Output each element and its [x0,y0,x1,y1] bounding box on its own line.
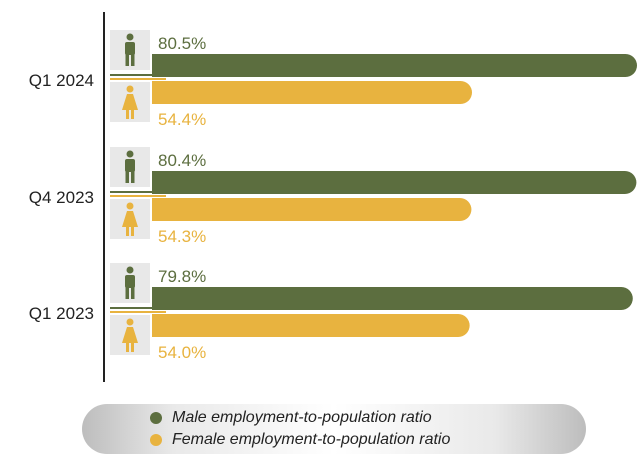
category-label: Q4 2023 [29,188,94,207]
female-icon-right-leg [131,227,134,236]
male-icon-head [126,33,134,41]
female-bar [152,314,470,337]
male-person-icon [110,147,150,187]
male-icon-torso [125,42,135,55]
female-value-label: 54.4% [158,110,206,129]
female-icon-head [126,85,134,93]
male-bar [152,287,633,310]
male-icon-left-leg [125,54,129,66]
male-person-icon [110,30,150,70]
male-icon-head [126,150,134,158]
female-icon-right-leg [131,343,134,352]
male-value-label: 80.5% [158,34,206,53]
female-person-icon [110,82,150,122]
female-icon-dress [122,211,138,227]
legend: Male employment-to-population ratio Fema… [82,404,586,454]
male-icon-torso [125,275,135,288]
female-icon-right-leg [131,110,134,119]
female-person-icon [110,199,150,239]
legend-item-male: Male employment-to-population ratio [150,409,432,427]
plot-area: Q1 2024 80.5% 54.4% Q4 2023 80.4% 54.3% Q1 202… [29,30,637,362]
male-bar [152,171,637,194]
male-bar-left-cap [152,171,166,194]
male-icon-left-leg [125,171,129,183]
female-icon-left-leg [126,227,129,236]
male-bar-left-cap [152,287,166,310]
female-value-label: 54.0% [158,343,206,362]
legend-item-female: Female employment-to-population ratio [150,431,450,449]
female-icon-dress [122,94,138,110]
legend-label-female: Female employment-to-population ratio [172,431,451,448]
male-icon-right-leg [131,171,135,183]
bar-group: Q4 2023 80.4% 54.3% [29,147,637,246]
female-icon-head [126,202,134,210]
female-bar [152,198,472,221]
female-icon-left-leg [126,110,129,119]
female-icon-dress [122,327,138,343]
female-bar-left-cap [152,314,166,337]
female-value-label: 54.3% [158,227,206,246]
female-bar-left-cap [152,81,166,104]
bar-group: Q1 2024 80.5% 54.4% [29,30,637,129]
legend-marker-female [150,434,162,446]
bar-group: Q1 2023 79.8% 54.0% [29,263,633,362]
male-icon-right-leg [131,287,135,299]
male-icon-left-leg [125,287,129,299]
legend-marker-male [150,412,162,424]
male-icon-right-leg [131,54,135,66]
male-bar [152,54,637,77]
legend-label-male: Male employment-to-population ratio [172,409,432,426]
female-bar-left-cap [152,198,166,221]
female-icon-left-leg [126,343,129,352]
male-value-label: 80.4% [158,151,206,170]
male-person-icon [110,263,150,303]
female-bar [152,81,472,104]
male-bar-left-cap [152,54,166,77]
female-icon-head [126,318,134,326]
male-icon-head [126,266,134,274]
male-value-label: 79.8% [158,267,206,286]
female-person-icon [110,315,150,355]
category-label: Q1 2023 [29,304,94,323]
category-label: Q1 2024 [29,71,94,90]
male-icon-torso [125,159,135,172]
